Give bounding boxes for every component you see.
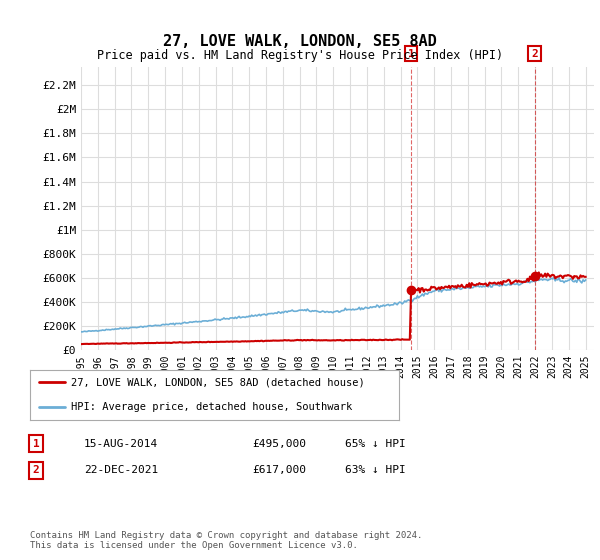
Text: 22-DEC-2021: 22-DEC-2021 — [84, 465, 158, 475]
Text: Contains HM Land Registry data © Crown copyright and database right 2024.
This d: Contains HM Land Registry data © Crown c… — [30, 530, 422, 550]
Text: 2: 2 — [32, 465, 40, 475]
Text: £495,000: £495,000 — [252, 438, 306, 449]
Text: HPI: Average price, detached house, Southwark: HPI: Average price, detached house, Sout… — [71, 403, 352, 412]
Text: 65% ↓ HPI: 65% ↓ HPI — [345, 438, 406, 449]
Text: 2: 2 — [531, 49, 538, 59]
Text: 27, LOVE WALK, LONDON, SE5 8AD: 27, LOVE WALK, LONDON, SE5 8AD — [163, 34, 437, 49]
Text: £617,000: £617,000 — [252, 465, 306, 475]
Text: 1: 1 — [407, 49, 415, 59]
Text: 27, LOVE WALK, LONDON, SE5 8AD (detached house): 27, LOVE WALK, LONDON, SE5 8AD (detached… — [71, 377, 364, 387]
Text: 15-AUG-2014: 15-AUG-2014 — [84, 438, 158, 449]
Text: 1: 1 — [32, 438, 40, 449]
Text: 63% ↓ HPI: 63% ↓ HPI — [345, 465, 406, 475]
Text: Price paid vs. HM Land Registry's House Price Index (HPI): Price paid vs. HM Land Registry's House … — [97, 49, 503, 62]
